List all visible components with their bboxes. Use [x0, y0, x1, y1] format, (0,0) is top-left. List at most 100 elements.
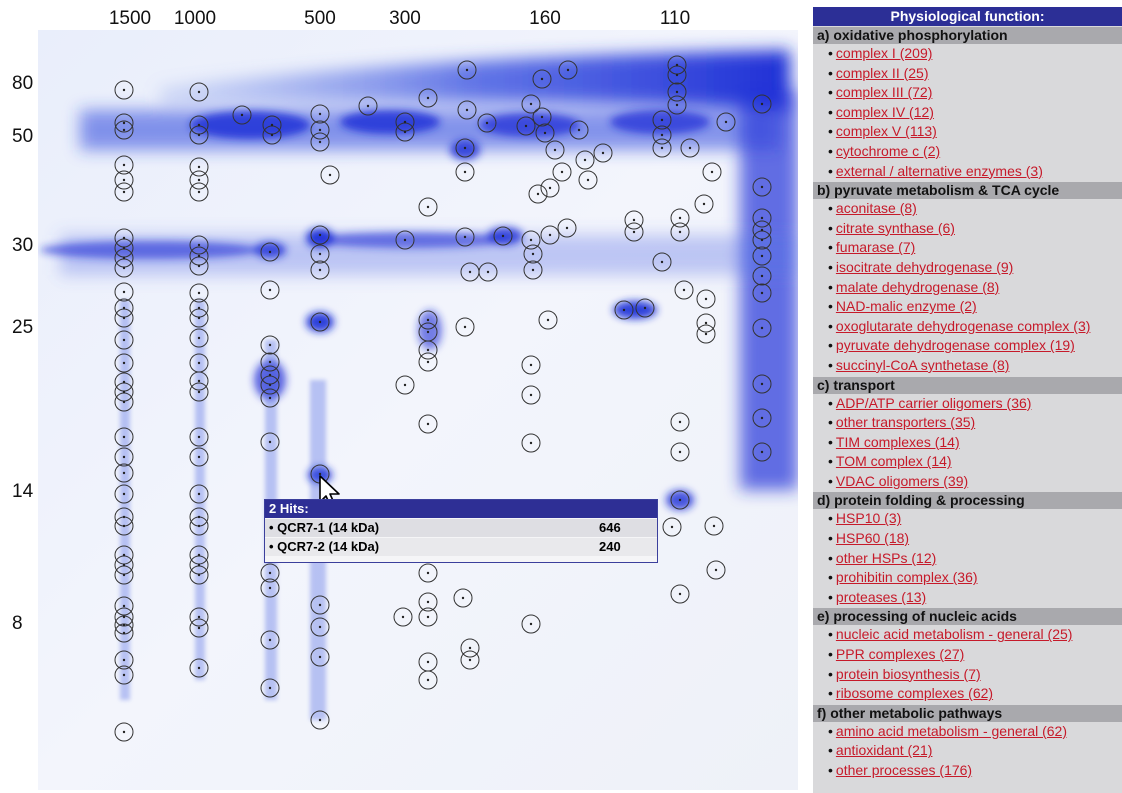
- spot-marker[interactable]: [752, 246, 772, 266]
- spot-marker[interactable]: [593, 143, 613, 163]
- spot-marker[interactable]: [114, 665, 134, 685]
- spot-marker[interactable]: [310, 617, 330, 637]
- spot-marker[interactable]: [670, 222, 690, 242]
- spot-marker[interactable]: [696, 324, 716, 344]
- spot-marker[interactable]: [752, 94, 772, 114]
- spot-marker[interactable]: [521, 230, 541, 250]
- spot-marker[interactable]: [114, 484, 134, 504]
- spot-marker[interactable]: [704, 516, 724, 536]
- function-link[interactable]: • cytochrome c (2): [828, 142, 941, 159]
- spot-marker[interactable]: [114, 113, 134, 133]
- spot-marker[interactable]: [674, 280, 694, 300]
- spot-marker[interactable]: [260, 388, 280, 408]
- function-link[interactable]: • TIM complexes (14): [828, 433, 960, 450]
- spot-marker[interactable]: [189, 182, 209, 202]
- function-link-label[interactable]: HSP60 (18): [835, 530, 910, 547]
- spot-marker[interactable]: [114, 330, 134, 350]
- spot-marker[interactable]: [521, 433, 541, 453]
- function-link[interactable]: • other HSPs (12): [828, 549, 937, 566]
- spot-marker[interactable]: [455, 227, 475, 247]
- spot-marker[interactable]: [652, 252, 672, 272]
- function-link-label[interactable]: antioxidant (21): [835, 742, 933, 759]
- spot-marker[interactable]: [614, 300, 634, 320]
- spot-marker[interactable]: [558, 60, 578, 80]
- function-link-label[interactable]: succinyl-CoA synthetase (8): [835, 356, 1010, 373]
- function-link[interactable]: • antioxidant (21): [828, 742, 933, 759]
- function-link-label[interactable]: other HSPs (12): [835, 549, 937, 566]
- function-link[interactable]: • complex V (113): [828, 123, 937, 140]
- spot-marker[interactable]: [310, 120, 330, 140]
- function-link[interactable]: • proteases (13): [828, 588, 927, 605]
- function-link[interactable]: • malate dehydrogenase (8): [828, 278, 1000, 295]
- spot-marker[interactable]: [260, 432, 280, 452]
- function-link-label[interactable]: pyruvate dehydrogenase complex (19): [835, 337, 1075, 354]
- spot-marker[interactable]: [667, 95, 687, 115]
- spot-marker[interactable]: [752, 318, 772, 338]
- spot-marker[interactable]: [418, 414, 438, 434]
- spot-marker[interactable]: [752, 266, 772, 286]
- spot-marker[interactable]: [538, 310, 558, 330]
- spot-marker[interactable]: [260, 352, 280, 372]
- function-link-label[interactable]: oxoglutarate dehydrogenase complex (3): [835, 317, 1091, 334]
- spot-marker[interactable]: [535, 123, 555, 143]
- spot-marker[interactable]: [114, 182, 134, 202]
- spot-marker[interactable]: [114, 463, 134, 483]
- function-link[interactable]: • succinyl-CoA synthetase (8): [828, 356, 1010, 373]
- function-link[interactable]: • PPR complexes (27): [828, 646, 965, 663]
- spot-marker[interactable]: [260, 578, 280, 598]
- spot-marker[interactable]: [752, 283, 772, 303]
- spot-marker[interactable]: [114, 427, 134, 447]
- function-link[interactable]: • NAD-malic enzyme (2): [828, 298, 977, 315]
- spot-marker[interactable]: [652, 138, 672, 158]
- spot-marker[interactable]: [521, 385, 541, 405]
- spot-marker[interactable]: [670, 584, 690, 604]
- spot-marker[interactable]: [752, 408, 772, 428]
- spot-marker[interactable]: [702, 162, 722, 182]
- spot-marker[interactable]: [418, 197, 438, 217]
- spot-marker[interactable]: [752, 374, 772, 394]
- spot-marker[interactable]: [624, 222, 644, 242]
- function-link-label[interactable]: complex I (209): [835, 45, 933, 61]
- spot-marker[interactable]: [528, 184, 548, 204]
- spot-marker[interactable]: [189, 157, 209, 177]
- spot-marker[interactable]: [189, 235, 209, 255]
- function-link[interactable]: • VDAC oligomers (39): [828, 472, 969, 489]
- spot-marker[interactable]: [189, 371, 209, 391]
- spot-marker[interactable]: [516, 116, 536, 136]
- spot-marker[interactable]: [310, 104, 330, 124]
- function-link-label[interactable]: PPR complexes (27): [835, 646, 965, 663]
- function-link[interactable]: • other processes (176): [828, 762, 973, 778]
- spot-marker[interactable]: [310, 260, 330, 280]
- function-link[interactable]: • protein biosynthesis (7): [828, 665, 981, 682]
- spot-marker[interactable]: [418, 310, 438, 330]
- function-link-label[interactable]: nucleic acid metabolism - general (25): [835, 626, 1073, 643]
- spot-marker[interactable]: [624, 210, 644, 230]
- spot-marker[interactable]: [310, 225, 330, 245]
- spot-marker[interactable]: [189, 618, 209, 638]
- function-link-label[interactable]: ribosome complexes (62): [835, 685, 994, 702]
- spot-marker[interactable]: [310, 595, 330, 615]
- spot-marker[interactable]: [523, 260, 543, 280]
- spot-marker[interactable]: [114, 282, 134, 302]
- function-link[interactable]: • prohibitin complex (36): [828, 569, 978, 586]
- function-link-label[interactable]: cytochrome c (2): [835, 142, 941, 159]
- function-link[interactable]: • pyruvate dehydrogenase complex (19): [828, 337, 1075, 354]
- function-link-label[interactable]: malate dehydrogenase (8): [835, 278, 1000, 295]
- function-link-label[interactable]: fumarase (7): [835, 239, 916, 256]
- function-link[interactable]: • complex III (72): [828, 84, 933, 101]
- spot-marker[interactable]: [320, 165, 340, 185]
- spot-marker[interactable]: [114, 80, 134, 100]
- function-link[interactable]: • citrate synthase (6): [828, 219, 955, 236]
- spot-marker[interactable]: [260, 335, 280, 355]
- spot-marker[interactable]: [418, 352, 438, 372]
- spot-marker[interactable]: [670, 208, 690, 228]
- function-link[interactable]: • oxoglutarate dehydrogenase complex (3): [828, 317, 1091, 334]
- spot-marker[interactable]: [189, 658, 209, 678]
- spot-marker[interactable]: [457, 60, 477, 80]
- spot-marker[interactable]: [393, 607, 413, 627]
- spot-marker[interactable]: [189, 427, 209, 447]
- spot-marker[interactable]: [652, 125, 672, 145]
- spot-marker[interactable]: [395, 375, 415, 395]
- function-link-label[interactable]: TIM complexes (14): [835, 433, 960, 450]
- spot-marker[interactable]: [260, 678, 280, 698]
